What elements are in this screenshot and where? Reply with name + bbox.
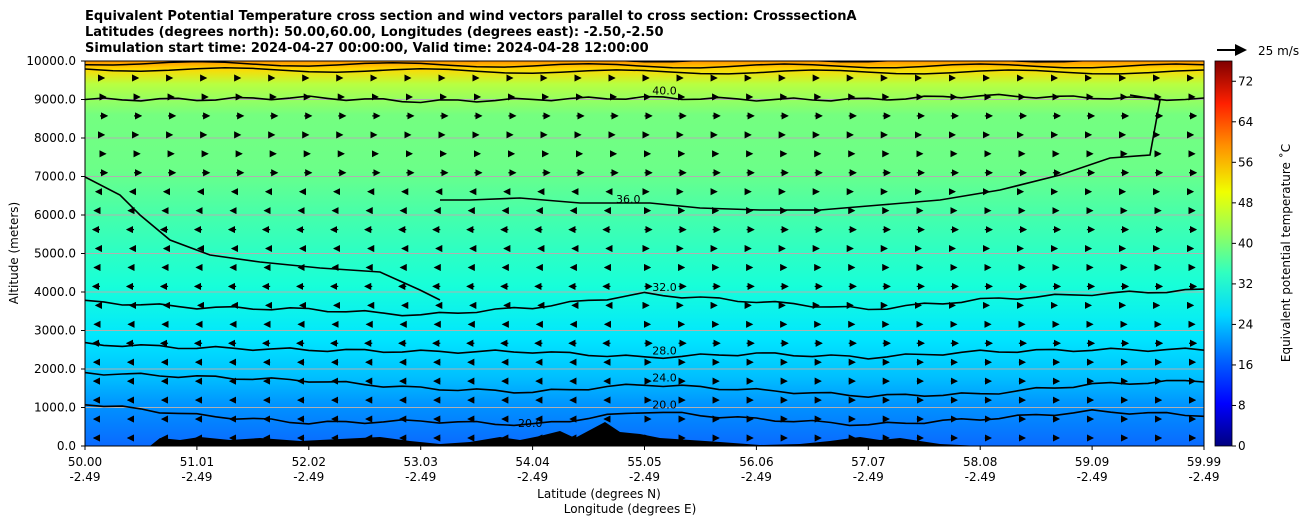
- x-tick-label-lon: -2.49: [69, 470, 100, 484]
- contour-lines: 40.032.028.024.020.036.020.0: [85, 48, 1204, 430]
- y-tick-label: 5000.0: [34, 247, 76, 261]
- contour-line-upper: [85, 61, 1204, 69]
- x-axis-label-longitude: Longitude (degrees E): [564, 502, 697, 516]
- x-tick-label-lat: 55.05: [627, 455, 661, 469]
- contour-label: 40.0: [652, 85, 677, 98]
- x-tick-label-lon: -2.49: [1077, 470, 1108, 484]
- x-tick-label-lat: 59.09: [1075, 455, 1109, 469]
- x-tick-label-lon: -2.49: [629, 470, 660, 484]
- x-tick-label-lat: 56.06: [739, 455, 773, 469]
- x-tick-label-lat: 54.04: [515, 455, 549, 469]
- x-tick-label-lon: -2.49: [293, 470, 324, 484]
- x-tick-label-lat: 52.02: [292, 455, 326, 469]
- x-tick-label-lat: 58.08: [963, 455, 997, 469]
- x-tick-label-lon: -2.49: [181, 470, 212, 484]
- contour-line-upper: [85, 67, 1204, 75]
- contour-label: 28.0: [652, 344, 677, 357]
- y-tick-label: 2000.0: [34, 362, 76, 376]
- colorbar-ticks: 0 8 16 24 32 40 48 56 64 72: [1232, 74, 1253, 453]
- y-tick-label: 8000.0: [34, 131, 76, 145]
- x-tick-label-lon: -2.49: [741, 470, 772, 484]
- x-tick-label-lon: -2.49: [965, 470, 996, 484]
- colorbar-tick-label: 0: [1238, 439, 1246, 453]
- contour-line-28.0: [85, 341, 1204, 360]
- terrain-silhouette: [150, 422, 980, 446]
- contour-label: 24.0: [652, 371, 677, 384]
- contour-line-36: [85, 176, 441, 301]
- colorbar-tick-label: 8: [1238, 398, 1246, 412]
- y-tick-label: 6000.0: [34, 208, 76, 222]
- colorbar-tick-label: 40: [1238, 236, 1253, 250]
- x-tick-label-lat: 51.01: [180, 455, 214, 469]
- x-tick-label-lat: 53.03: [404, 455, 438, 469]
- colorbar-tick-label: 24: [1238, 317, 1253, 331]
- contour-label: 36.0: [616, 193, 641, 206]
- quiver-key-label: 25 m/s: [1258, 44, 1299, 58]
- chart-title-line-1: Equivalent Potential Temperature cross s…: [85, 9, 857, 24]
- x-axis-label-latitude: Latitude (degrees N): [537, 487, 661, 501]
- y-axis: 0.0 1000.0 2000.0 3000.0 4000.0 5000.0 6000.0 7…: [26, 54, 85, 453]
- wind-vectors: [91, 74, 1198, 442]
- contour-line-32.0: [85, 288, 1204, 317]
- colorbar: [1214, 60, 1233, 447]
- colorbar-tick-label: 48: [1238, 196, 1253, 210]
- x-tick-label-lon: -2.49: [517, 470, 548, 484]
- y-tick-label: 7000.0: [34, 170, 76, 184]
- colorbar-tick-label: 32: [1238, 277, 1253, 291]
- contour-label: 32.0: [652, 281, 677, 294]
- x-tick-label-lon: -2.49: [853, 470, 884, 484]
- chart-title-line-2: Latitudes (degrees north): 50.00,60.00, …: [85, 25, 664, 40]
- x-tick-label-lat: 50.00: [68, 455, 102, 469]
- y-tick-label: 3000.0: [34, 324, 76, 338]
- y-tick-label: 1000.0: [34, 401, 76, 415]
- contour-label: 20.0: [652, 398, 677, 411]
- colorbar-label: Equivalent potential temperature ˚C: [1278, 144, 1293, 362]
- y-tick-label: 9000.0: [34, 93, 76, 107]
- y-tick-label: 4000.0: [34, 285, 76, 299]
- y-tick-label: 0.0: [57, 439, 76, 453]
- x-tick-label-lon: -2.49: [405, 470, 436, 484]
- colorbar-tick-label: 16: [1238, 358, 1253, 372]
- chart-title-line-3: Simulation start time: 2024-04-27 00:00:…: [85, 41, 649, 56]
- contour-line-24.0: [85, 371, 1204, 399]
- x-tick-label-lat: 57.07: [851, 455, 885, 469]
- y-axis-label: Altitude (meters): [7, 202, 21, 304]
- contour-line-upper: [85, 48, 1204, 55]
- y-tick-label: 10000.0: [26, 54, 76, 68]
- colorbar-tick-label: 56: [1238, 155, 1253, 169]
- colorbar-tick-label: 64: [1238, 115, 1253, 129]
- x-axis: 50.00-2.4951.01-2.4952.02-2.4953.03-2.49…: [68, 446, 1221, 484]
- x-tick-label-lat: 59.99: [1187, 455, 1221, 469]
- x-tick-label-lon: -2.49: [1188, 470, 1219, 484]
- contour-line-20.0: [85, 404, 1204, 427]
- colorbar-tick-label: 72: [1238, 74, 1253, 88]
